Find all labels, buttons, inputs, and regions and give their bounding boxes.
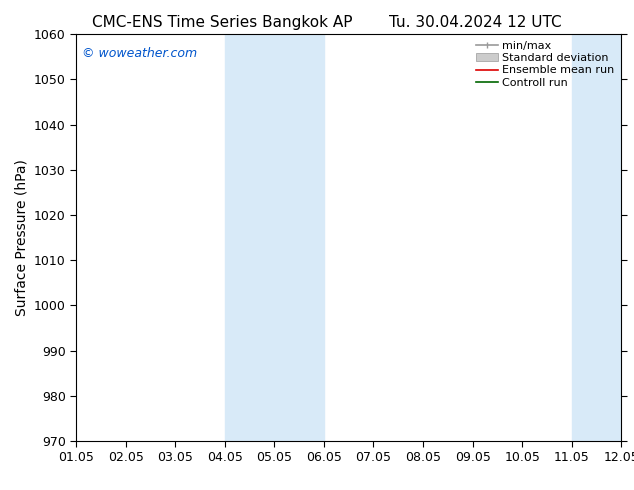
- Text: © woweather.com: © woweather.com: [82, 47, 197, 59]
- Text: Tu. 30.04.2024 12 UTC: Tu. 30.04.2024 12 UTC: [389, 15, 562, 30]
- Bar: [572, 34, 634, 441]
- Bar: [225, 34, 324, 441]
- Text: CMC-ENS Time Series Bangkok AP: CMC-ENS Time Series Bangkok AP: [92, 15, 352, 30]
- Legend: min/max, Standard deviation, Ensemble mean run, Controll run: min/max, Standard deviation, Ensemble me…: [472, 38, 618, 91]
- Y-axis label: Surface Pressure (hPa): Surface Pressure (hPa): [14, 159, 29, 316]
